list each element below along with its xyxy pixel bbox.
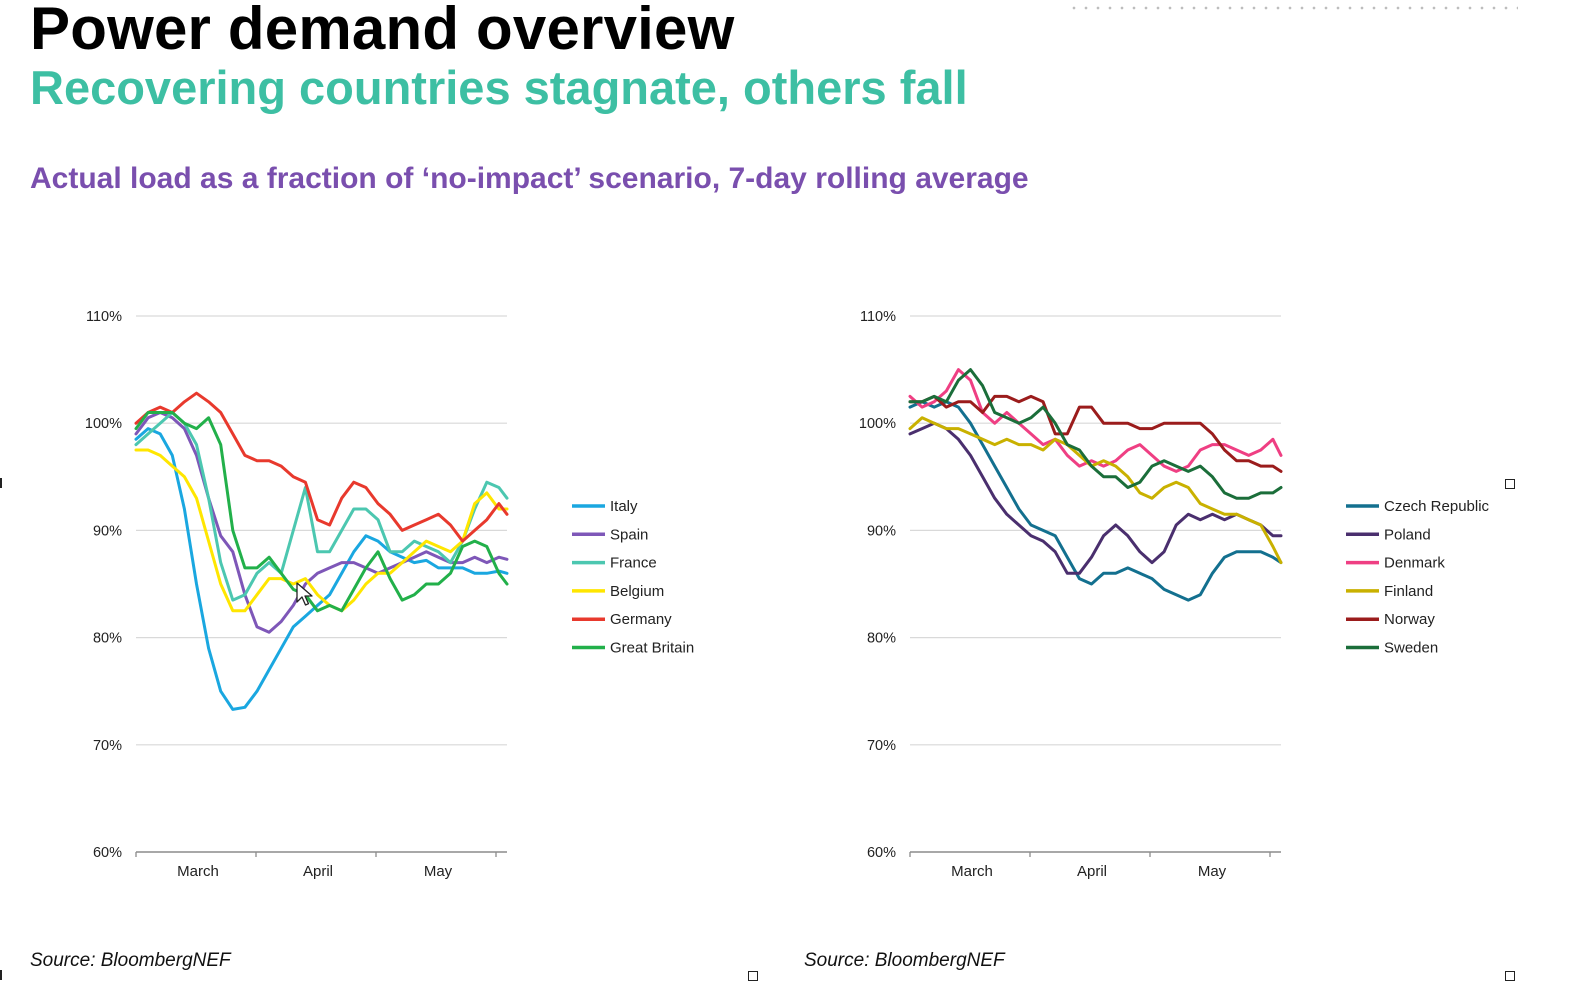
x-tick-label: April — [1077, 863, 1107, 880]
legend-label: Sweden — [1384, 640, 1438, 657]
selection-edge-left-middle — [0, 478, 2, 488]
series-line-finland — [908, 416, 1283, 565]
y-tick-label: 100% — [859, 416, 896, 432]
series-line-sweden — [908, 368, 1283, 500]
series-line-poland — [908, 421, 1283, 575]
series-line-great-britain — [134, 411, 509, 613]
legend-label: Finland — [1384, 583, 1433, 600]
legend-label: Czech Republic — [1384, 498, 1490, 515]
x-tick-label: March — [177, 863, 219, 880]
resize-handle-right-middle[interactable] — [1505, 479, 1515, 489]
decorative-dot-row — [1068, 4, 1518, 12]
legend-label: France — [610, 555, 657, 572]
y-tick-label: 80% — [867, 631, 896, 647]
series-line-germany — [134, 391, 509, 543]
page-title: Power demand overview — [30, 0, 735, 62]
y-tick-label: 110% — [860, 309, 896, 325]
y-tick-label: 110% — [86, 309, 122, 325]
series-line-france — [134, 411, 509, 602]
y-tick-label: 100% — [85, 416, 122, 432]
y-tick-label: 90% — [93, 523, 122, 539]
resize-handle-bottom-right[interactable] — [1505, 971, 1515, 981]
y-tick-label: 80% — [93, 631, 122, 647]
x-tick-label: May — [1198, 863, 1227, 880]
legend-label: Italy — [610, 498, 638, 515]
legend-label: Great Britain — [610, 640, 694, 657]
right-line-chart: 60% 70% 80% 90% 100% 110% March April May Czech R… — [774, 290, 1494, 900]
selection-edge-left-bottom — [0, 970, 2, 980]
legend-label: Poland — [1384, 526, 1431, 543]
x-tick-label: March — [951, 863, 993, 880]
page-subtitle: Recovering countries stagnate, others fa… — [30, 61, 968, 114]
legend-label: Norway — [1384, 611, 1435, 628]
series-line-denmark — [908, 368, 1283, 473]
legend-label: Belgium — [610, 583, 664, 600]
left-line-chart: 60% 70% 80% 90% 100% 110% March April May Italy Sp… — [0, 290, 720, 900]
chart-heading: Actual load as a fraction of ‘no-impact’… — [30, 162, 1029, 195]
left-source-note: Source: BloombergNEF — [30, 950, 231, 971]
x-tick-label: May — [424, 863, 453, 880]
chart-svg-0: 60% 70% 80% 90% 100% 110% March April May Italy Sp… — [85, 309, 694, 880]
series-line-belgium — [134, 448, 509, 613]
mouse-cursor-icon — [296, 582, 313, 606]
y-tick-label: 90% — [867, 523, 896, 539]
y-tick-label: 60% — [93, 845, 122, 861]
legend-label: Germany — [610, 611, 672, 628]
y-tick-label: 70% — [867, 738, 896, 754]
x-tick-label: April — [303, 863, 333, 880]
y-tick-label: 60% — [867, 845, 896, 861]
series-line-norway — [908, 394, 1283, 473]
right-source-note: Source: BloombergNEF — [804, 950, 1005, 971]
legend-label: Denmark — [1384, 555, 1445, 572]
y-tick-label: 70% — [93, 738, 122, 754]
series-line-czech-republic — [908, 400, 1283, 602]
legend-label: Spain — [610, 526, 648, 543]
resize-handle-bottom-middle[interactable] — [748, 971, 758, 981]
chart-svg-1: 60% 70% 80% 90% 100% 110% March April May Czech R… — [859, 309, 1490, 880]
